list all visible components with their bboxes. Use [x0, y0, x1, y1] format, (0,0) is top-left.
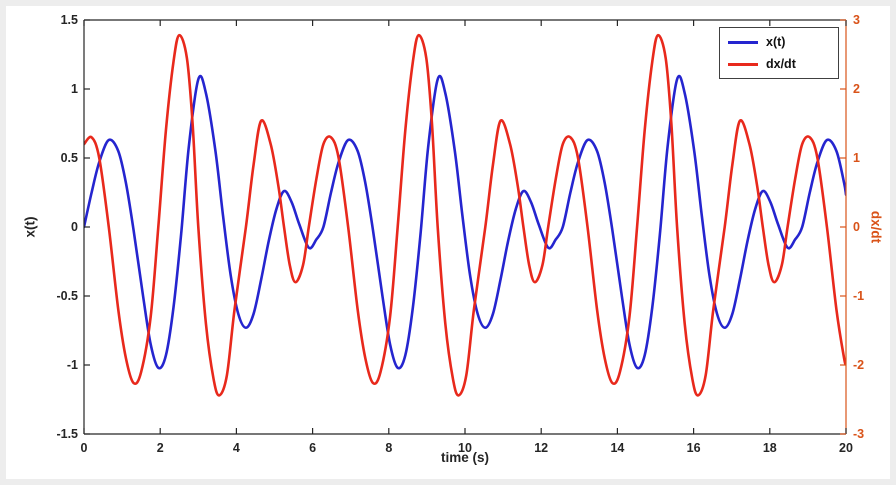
x-tick-label: 2 — [156, 441, 164, 455]
y-right-tick-label: 3 — [853, 13, 860, 27]
legend-entry: x(t) — [728, 34, 830, 50]
series-path-xt — [84, 74, 846, 370]
x-tick-label: 6 — [309, 441, 317, 455]
x-tick-label: 0 — [80, 441, 88, 455]
x-tick-label: 10 — [458, 441, 472, 455]
series-path-dxdt — [84, 33, 846, 397]
x-tick-label: 18 — [762, 441, 777, 455]
legend-line-sample-xt — [728, 40, 758, 44]
y-left-tick-label: -0.5 — [56, 289, 78, 303]
legend-entry: dx/dt — [728, 56, 830, 72]
matlab-figure: 0 2 4 6 8 10 12 14 16 18 20 -1.5 -1 -0.5 0 0.5 1 1.5 -3 -2-… — [6, 6, 890, 479]
y-axis-label-left: x(t) — [22, 216, 38, 238]
y-right-tick-label: 2 — [853, 82, 860, 96]
y-left-tick-label: 1.5 — [60, 13, 78, 27]
y-left-tick-label: -1.5 — [56, 427, 78, 441]
y-axis-label-right: dx/dt — [868, 210, 884, 244]
y-right-tick-label: -1 — [853, 289, 865, 303]
legend: x(t) dx/dt — [719, 27, 839, 79]
y-right-tick-label: -3 — [853, 427, 865, 441]
x-tick-label: 8 — [385, 441, 393, 455]
y-left-tick-label: 0.5 — [60, 151, 78, 165]
y-left-tick-label: 1 — [71, 82, 78, 96]
y-right-tick-label: 0 — [853, 220, 860, 234]
x-axis-label: time (s) — [440, 450, 490, 465]
x-tick-label: 16 — [686, 441, 701, 455]
legend-label-dxdt: dx/dt — [766, 57, 796, 71]
y-left-tick-label: -1 — [66, 358, 78, 372]
y-right-tick-label: -2 — [853, 358, 865, 372]
y-right-tick-label: 1 — [853, 151, 860, 165]
x-tick-label: 12 — [534, 441, 549, 455]
y-left-tick-label: 0 — [71, 220, 78, 234]
x-tick-label: 4 — [232, 441, 240, 455]
legend-line-sample-dxdt — [728, 62, 758, 66]
x-tick-label: 14 — [610, 441, 625, 455]
x-tick-label: 20 — [839, 441, 853, 455]
legend-label-xt: x(t) — [766, 35, 786, 49]
